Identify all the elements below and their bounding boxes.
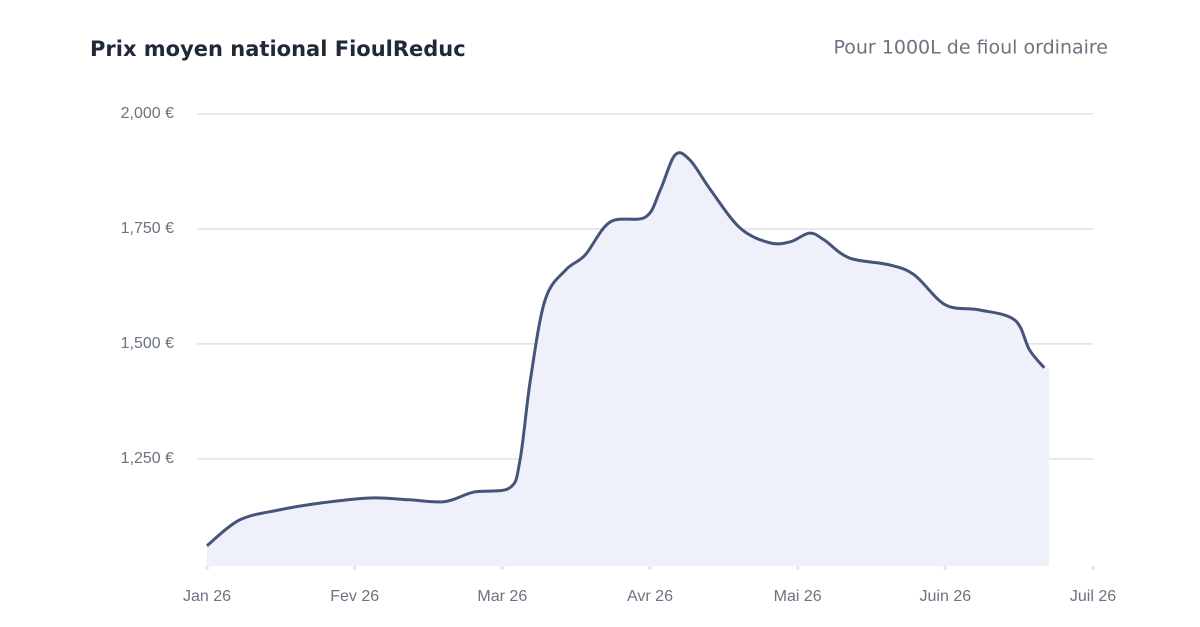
x-tick-mark <box>943 566 948 570</box>
area <box>207 152 1050 567</box>
y-tick-label: 1,250 € <box>121 450 174 467</box>
x-tick-mark <box>500 566 505 570</box>
x-tick-label: Mai 26 <box>774 588 822 605</box>
x-tick-mark <box>648 566 652 570</box>
x-tick-mark <box>1091 566 1095 570</box>
x-tick-label: Fev 26 <box>330 588 379 605</box>
y-tick-label: 2,000 € <box>121 105 174 122</box>
x-tick-label: Juin 26 <box>920 588 972 605</box>
chart-title: Prix moyen national FioulReduc <box>90 37 466 61</box>
x-tick-label: Juil 26 <box>1070 588 1116 605</box>
x-tick-label: Mar 26 <box>477 588 527 605</box>
y-tick-label: 1,500 € <box>121 335 174 352</box>
x-tick-mark <box>795 566 800 570</box>
x-tick-label: Jan 26 <box>183 588 231 605</box>
x-tick-mark <box>352 566 357 570</box>
line <box>206 151 1046 547</box>
y-tick-label: 1,750 € <box>121 220 174 237</box>
chart-subtitle: Pour 1000L de fioul ordinaire <box>833 37 1108 59</box>
x-tick-mark <box>205 566 209 570</box>
x-tick-label: Avr 26 <box>627 588 673 605</box>
